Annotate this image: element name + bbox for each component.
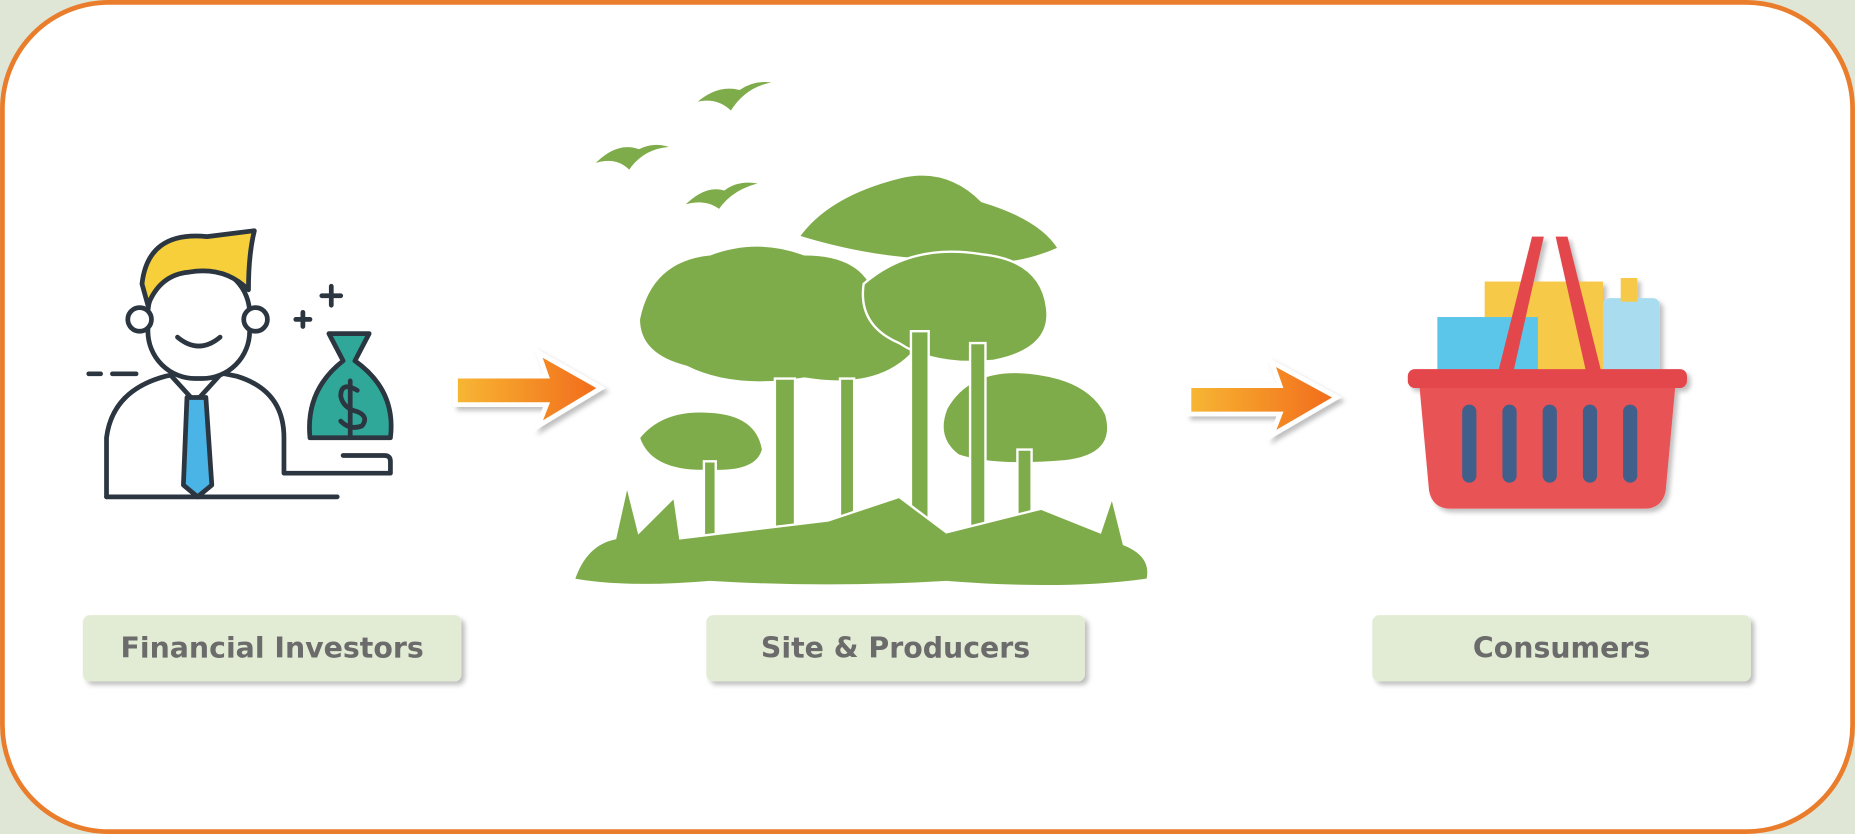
node-label: Consumers xyxy=(1473,631,1650,664)
label-box: Consumers xyxy=(1372,615,1751,681)
node-label: Financial Investors xyxy=(120,631,423,664)
diagram: Financial Investors Site & Producers Con… xyxy=(0,0,1855,834)
label-box: Financial Investors xyxy=(83,615,462,681)
label-box: Site & Producers xyxy=(706,615,1085,681)
node-label: Site & Producers xyxy=(761,631,1030,664)
